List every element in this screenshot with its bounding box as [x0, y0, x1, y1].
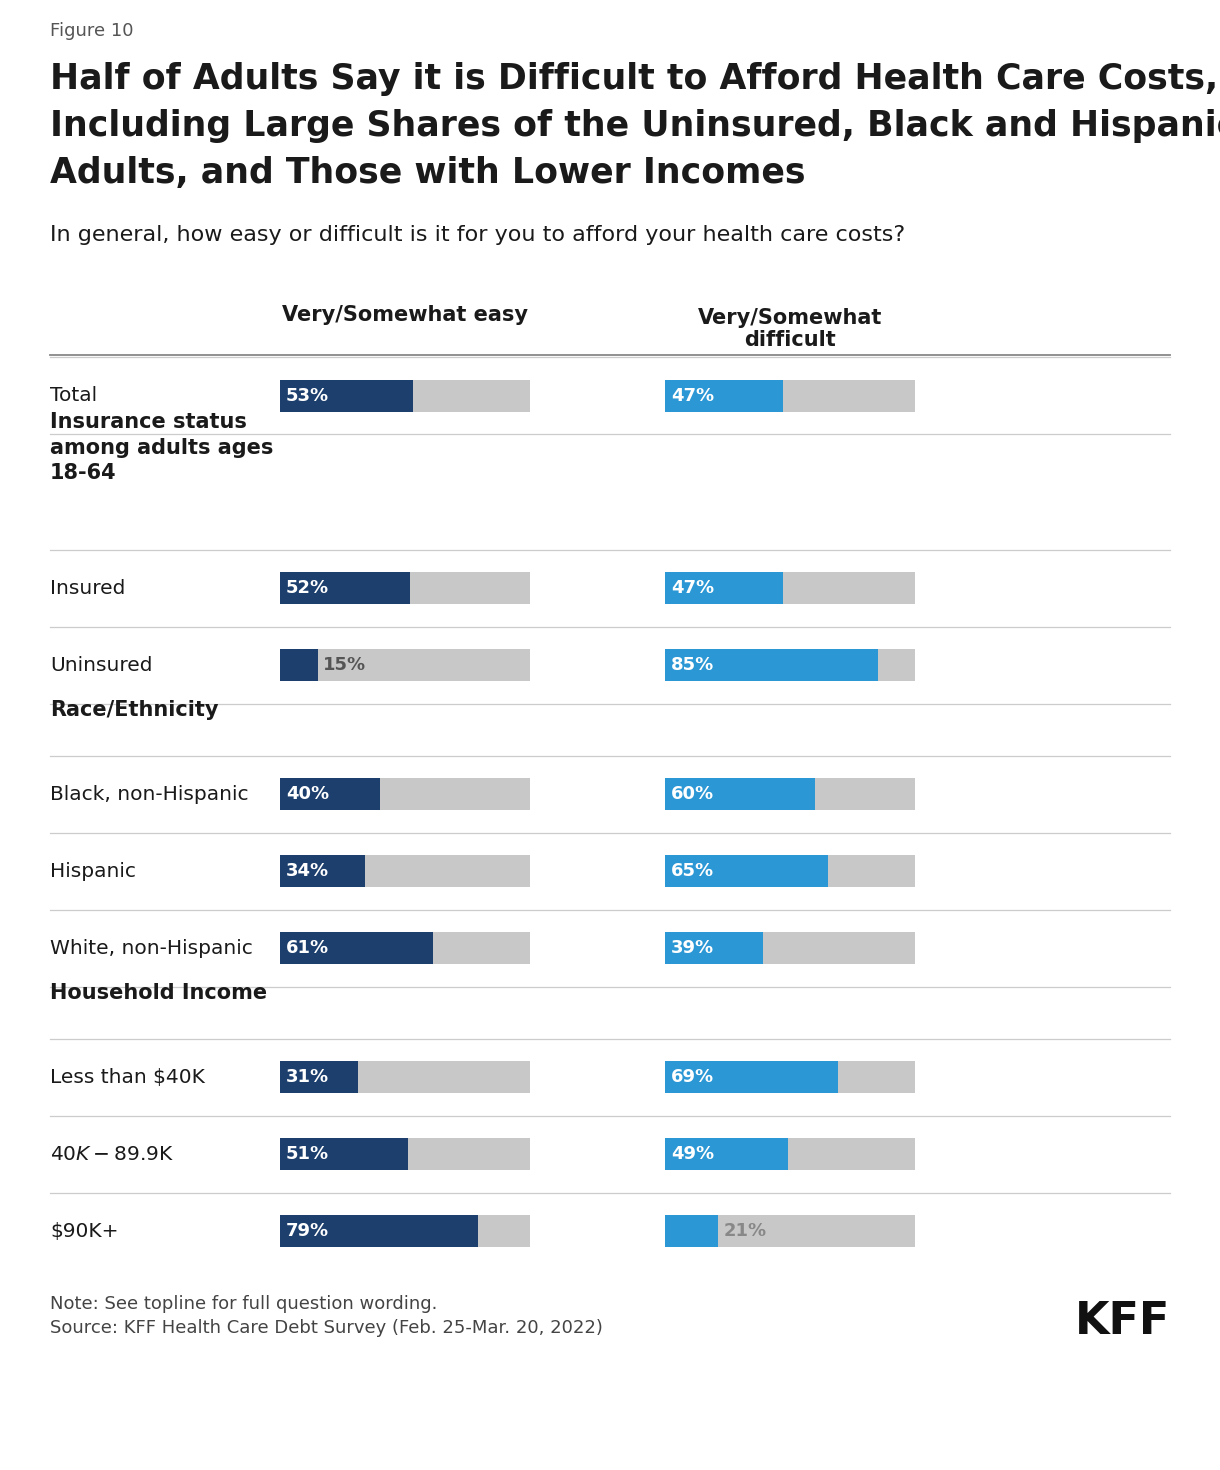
Text: 60%: 60%: [671, 785, 714, 803]
Bar: [281, 379, 529, 412]
Bar: [281, 572, 410, 604]
Text: Insured: Insured: [50, 579, 126, 598]
Text: 79%: 79%: [285, 1223, 329, 1241]
Text: 69%: 69%: [671, 1069, 714, 1086]
Bar: [281, 778, 529, 810]
Text: 15%: 15%: [322, 656, 366, 675]
Text: 47%: 47%: [671, 579, 714, 597]
Bar: [281, 650, 317, 681]
Bar: [281, 1061, 529, 1094]
Text: Household Income: Household Income: [50, 983, 267, 1003]
Text: 85%: 85%: [671, 656, 714, 675]
Text: 61%: 61%: [285, 939, 329, 957]
Text: Uninsured: Uninsured: [50, 656, 152, 675]
Text: 53%: 53%: [285, 387, 329, 404]
Bar: [281, 856, 365, 888]
Bar: [665, 1138, 787, 1170]
Text: Figure 10: Figure 10: [50, 22, 133, 40]
Text: 51%: 51%: [285, 1145, 329, 1163]
Bar: [665, 1138, 915, 1170]
Bar: [665, 932, 915, 964]
Bar: [281, 572, 529, 604]
Bar: [665, 856, 827, 888]
Bar: [665, 932, 762, 964]
Text: Less than $40K: Less than $40K: [50, 1067, 205, 1086]
Text: $40K-$89.9K: $40K-$89.9K: [50, 1145, 174, 1164]
Text: 34%: 34%: [285, 863, 329, 881]
Bar: [665, 778, 815, 810]
Text: 21%: 21%: [723, 1223, 766, 1241]
Text: 65%: 65%: [671, 863, 714, 881]
Text: 49%: 49%: [671, 1145, 714, 1163]
Text: 52%: 52%: [285, 579, 329, 597]
Text: Hispanic: Hispanic: [50, 861, 135, 881]
Text: $90K+: $90K+: [50, 1222, 118, 1241]
Bar: [281, 1216, 477, 1248]
Bar: [665, 778, 915, 810]
Text: Note: See topline for full question wording.: Note: See topline for full question word…: [50, 1295, 438, 1313]
Text: 39%: 39%: [671, 939, 714, 957]
Text: Half of Adults Say it is Difficult to Afford Health Care Costs,: Half of Adults Say it is Difficult to Af…: [50, 62, 1218, 96]
Bar: [281, 1138, 407, 1170]
Bar: [665, 1216, 717, 1248]
Bar: [281, 650, 529, 681]
Text: Race/Ethnicity: Race/Ethnicity: [50, 700, 218, 720]
Bar: [665, 1216, 915, 1248]
Bar: [665, 1061, 837, 1094]
Text: Black, non-Hispanic: Black, non-Hispanic: [50, 785, 249, 804]
Text: difficult: difficult: [744, 329, 836, 350]
Text: Total: Total: [50, 387, 98, 406]
Bar: [665, 1061, 915, 1094]
Bar: [665, 650, 915, 681]
Text: White, non-Hispanic: White, non-Hispanic: [50, 939, 253, 958]
Bar: [665, 572, 782, 604]
Text: Very/Somewhat: Very/Somewhat: [698, 309, 882, 328]
Text: Adults, and Those with Lower Incomes: Adults, and Those with Lower Incomes: [50, 156, 805, 190]
Bar: [281, 932, 529, 964]
Text: In general, how easy or difficult is it for you to afford your health care costs: In general, how easy or difficult is it …: [50, 225, 905, 245]
Text: Insurance status
among adults ages
18-64: Insurance status among adults ages 18-64: [50, 412, 273, 484]
Text: Including Large Shares of the Uninsured, Black and Hispanic: Including Large Shares of the Uninsured,…: [50, 109, 1220, 143]
Bar: [281, 1216, 529, 1248]
Text: 40%: 40%: [285, 785, 329, 803]
Text: 47%: 47%: [671, 387, 714, 404]
Bar: [281, 932, 433, 964]
Bar: [281, 856, 529, 888]
Text: 31%: 31%: [285, 1069, 329, 1086]
Text: KFF: KFF: [1075, 1299, 1170, 1344]
Bar: [665, 650, 877, 681]
Bar: [665, 379, 782, 412]
Bar: [281, 778, 379, 810]
Bar: [281, 379, 412, 412]
Text: Very/Somewhat easy: Very/Somewhat easy: [282, 304, 528, 325]
Bar: [665, 856, 915, 888]
Bar: [665, 572, 915, 604]
Bar: [281, 1138, 529, 1170]
Text: Source: KFF Health Care Debt Survey (Feb. 25-Mar. 20, 2022): Source: KFF Health Care Debt Survey (Feb…: [50, 1319, 603, 1338]
Bar: [281, 1061, 357, 1094]
Bar: [665, 379, 915, 412]
